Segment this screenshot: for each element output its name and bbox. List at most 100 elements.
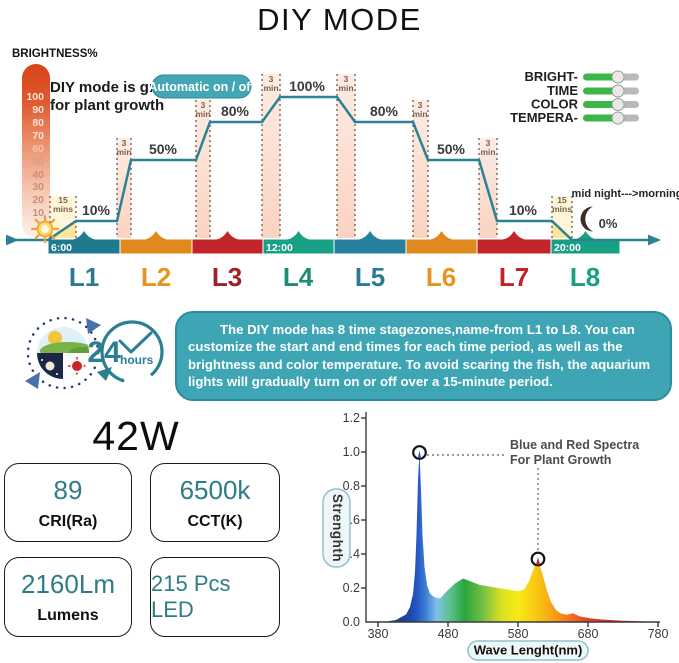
ramp-3-value: 3	[344, 74, 349, 84]
stage-name-L5: L5	[355, 262, 385, 292]
legend-label-brightness: BRIGHT-	[525, 69, 578, 84]
stage-segment-L7	[476, 238, 552, 255]
brightness-tick: 70	[32, 130, 44, 142]
stage-segment-L2	[119, 238, 193, 255]
sunrise-icon	[30, 214, 60, 244]
ramp-3-value: 3	[201, 100, 206, 110]
legend-label-color: COLOR	[531, 97, 579, 112]
time-labels: 6:00 12:00 20:00	[51, 242, 581, 254]
stage-bump	[359, 231, 381, 240]
spectrum-x-ticks: 380 480 580 680 780	[368, 627, 669, 641]
stage-name-L8: L8	[570, 262, 600, 292]
ramp-3-value: 3	[418, 100, 423, 110]
percent-label: 80%	[370, 103, 399, 119]
annotation-line2: For Plant Growth	[510, 453, 611, 467]
tagline: DIY mode is great for plant growth	[50, 79, 176, 114]
cycle-arrow-icon	[25, 372, 40, 389]
brightness-tick: 50	[32, 156, 44, 168]
stage-bump	[73, 231, 95, 240]
ramp-15-unit: mins	[552, 204, 572, 214]
spectrum-x-label: Wave Lenght(nm)	[474, 643, 583, 658]
brightness-tick: 20	[32, 194, 44, 206]
brightness-tick: 60	[32, 143, 44, 155]
spectrum-y-ticks: 1.2 1.0 0.8 0.6 0.4 0.2 0.0	[343, 411, 360, 629]
x-tick: 680	[578, 627, 599, 641]
timeline-bumps	[73, 231, 597, 240]
slider-icon	[583, 84, 639, 98]
stage-name-L7: L7	[499, 262, 529, 292]
stage-segment-L6	[405, 238, 478, 255]
description-icons: 24 hours	[25, 316, 164, 390]
time-label-0600: 6:00	[51, 242, 72, 254]
auto-onoff-label: Automatic on / off	[148, 80, 255, 94]
tagline-line1: DIY mode is great	[50, 79, 176, 96]
stage-bump	[287, 231, 310, 240]
spec-value: 2160Lm	[21, 569, 115, 599]
stage-name-L2: L2	[141, 262, 171, 292]
time-label-2000: 20:00	[554, 242, 581, 254]
spec-box-led-count: 215 Pcs LED	[150, 557, 280, 637]
brightness-gradient-bar	[22, 64, 50, 238]
spec-box-cct: 6500k CCT(K)	[150, 463, 280, 542]
strength-axis-pill: Strenghth	[322, 488, 351, 568]
slider-icon	[583, 111, 639, 125]
ramp-3-value: 3	[269, 74, 274, 84]
percent-label: 80%	[221, 103, 250, 119]
tagline-line2: for plant growth	[50, 97, 164, 114]
percent-label: 10%	[82, 202, 111, 218]
annotation-line1: Blue and Red Spectra	[510, 438, 640, 452]
moon-icon	[580, 206, 593, 232]
brightness-tick: 90	[32, 104, 44, 116]
stage-segment-L3	[191, 238, 264, 255]
legend-label-time: TIME	[547, 83, 578, 98]
brightness-tick: 40	[32, 169, 44, 181]
brightness-axis-label: BRIGHTNESS%	[12, 48, 98, 60]
brightness-tick: 30	[32, 181, 44, 193]
spectrum-area	[384, 452, 658, 622]
spec-value: 215 Pcs LED	[151, 571, 231, 622]
ramp-15-unit: mins	[53, 204, 73, 214]
spectrum-chart: 1.2 1.0 0.8 0.6 0.4 0.2 0.0 380 480 580 …	[322, 411, 669, 661]
brightness-step-line	[6, 95, 661, 246]
midnight-note: mid night--->morning	[572, 188, 679, 200]
x-tick: 480	[438, 627, 459, 641]
axis-start-arrow-icon	[6, 234, 19, 246]
y-tick: 1.0	[343, 445, 360, 459]
spec-value: 6500k	[179, 474, 251, 505]
wattage-label: 42W	[92, 413, 180, 459]
24-hours-clock-icon: 24 hours	[87, 320, 164, 384]
ramp-15-value: 15	[557, 195, 567, 205]
diy-mode-description: The DIY mode has 8 time stagezones,name-…	[175, 311, 672, 401]
legend-label-temperature: TEMPERA-	[510, 110, 578, 125]
stage-names: L1 L2 L3 L4 L5 L6 L7 L8	[69, 262, 600, 292]
brightness-scale: BRIGHTNESS% 100 90 80 70 60 50 40 30 20 …	[12, 48, 98, 238]
ramp-15-value: 15	[58, 195, 68, 205]
page-title: DIY MODE	[257, 2, 422, 37]
stage-name-L1: L1	[69, 262, 99, 292]
ramp-guides	[49, 74, 573, 238]
ramp-3-unit: min	[263, 83, 278, 93]
stage-name-L4: L4	[283, 262, 314, 292]
cycle-arrow-icon	[86, 318, 101, 334]
x-tick: 380	[368, 627, 389, 641]
percent-label: 50%	[437, 141, 466, 157]
stage-bump	[430, 231, 453, 240]
spectrum-axes	[361, 412, 660, 627]
stage-segment-L5	[333, 238, 407, 255]
ramp-3-unit: min	[116, 147, 131, 157]
feature-legend: BRIGHT- TIME COLOR TEMPERA-	[510, 69, 639, 125]
axis-end-arrow-icon	[648, 234, 661, 246]
time-label-1200: 12:00	[266, 242, 293, 254]
percent-label: 10%	[509, 202, 538, 218]
percent-label: 50%	[149, 141, 178, 157]
ramp-3-value: 3	[122, 138, 127, 148]
spec-label: CCT(K)	[187, 512, 243, 530]
ramp-3-value: 3	[486, 138, 491, 148]
slider-icon	[583, 70, 639, 84]
stage-name-L6: L6	[426, 262, 456, 292]
ramp-3-unit: min	[480, 147, 495, 157]
spec-label: CRI(Ra)	[38, 512, 98, 530]
y-tick: 0.8	[343, 479, 360, 493]
clock-24-label: 24	[87, 336, 121, 369]
